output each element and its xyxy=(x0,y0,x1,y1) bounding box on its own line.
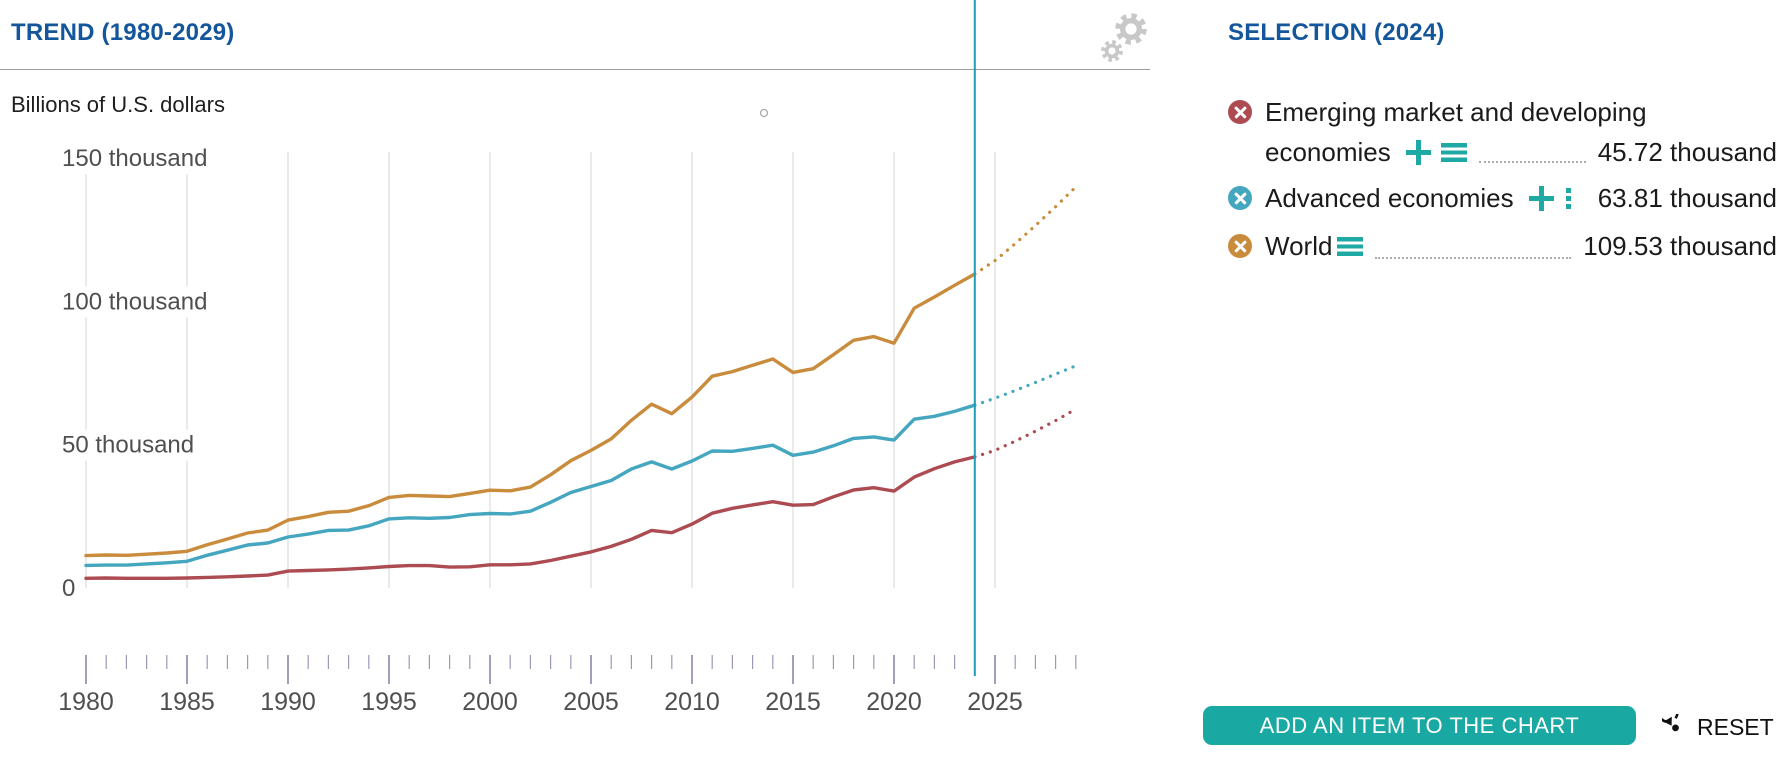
legend-label-line2: economies xyxy=(1265,137,1391,167)
y-tick-label: 0 xyxy=(62,575,75,602)
legend-item-world: World 109.53 thousand xyxy=(1228,224,1777,268)
x-tick-label: 2010 xyxy=(664,688,720,716)
series-value: 45.72 thousand xyxy=(1597,137,1777,167)
series-line xyxy=(84,403,977,568)
add-item-button[interactable]: ADD AN ITEM TO THE CHART xyxy=(1203,706,1636,745)
x-tick-label: 2000 xyxy=(462,688,518,716)
legend-item-advanced-economies: Advanced economies 63.81 thousand xyxy=(1228,176,1777,220)
remove-series-icon[interactable] xyxy=(1228,186,1252,210)
series-projection xyxy=(973,364,1078,407)
series-projection xyxy=(973,407,1078,459)
selection-panel-title: SELECTION (2024) xyxy=(1228,19,1445,46)
remove-series-icon[interactable] xyxy=(1228,234,1252,258)
x-tick-label: 2005 xyxy=(563,688,619,716)
y-tick-label: 100 thousand xyxy=(62,288,207,315)
reset-button[interactable]: RESET xyxy=(1662,710,1774,744)
series-line xyxy=(84,272,977,558)
x-tick-label: 1985 xyxy=(159,688,215,716)
legend-item-content: Emerging market and developing economies… xyxy=(1265,92,1777,172)
series-options-icon[interactable] xyxy=(1337,236,1364,256)
reset-label: RESET xyxy=(1697,713,1774,740)
legend-label: World xyxy=(1265,231,1333,261)
x-tick-label: 1995 xyxy=(361,688,417,716)
x-tick-label: 1980 xyxy=(58,688,114,716)
legend-item-emerging-economies: Emerging market and developing economies… xyxy=(1228,92,1777,172)
dotted-leader xyxy=(1478,161,1586,163)
x-tick-label: 1990 xyxy=(260,688,316,716)
reset-circular-arrow-icon xyxy=(1662,713,1679,731)
series-more-icon[interactable] xyxy=(1565,187,1571,209)
remove-series-icon[interactable] xyxy=(1228,100,1252,124)
x-tick-label: 2025 xyxy=(967,688,1023,716)
chart-units-label: Billions of U.S. dollars xyxy=(11,92,225,117)
add-related-series-icon[interactable] xyxy=(1528,185,1554,211)
x-tick-label: 2020 xyxy=(866,688,922,716)
header-divider xyxy=(0,69,1150,70)
legend-label: Advanced economies xyxy=(1265,183,1514,213)
series-value: 109.53 thousand xyxy=(1583,231,1777,261)
y-tick-label: 150 thousand xyxy=(62,145,207,172)
series-options-icon[interactable] xyxy=(1440,142,1467,162)
series-projection xyxy=(973,185,1078,276)
dotted-leader xyxy=(1375,257,1572,259)
series-value: 63.81 thousand xyxy=(1597,183,1777,213)
legend-label-line1: Emerging market and developing xyxy=(1265,97,1647,127)
y-tick-label: 50 thousand xyxy=(62,432,194,459)
trend-panel-title: TREND (1980-2029) xyxy=(11,19,235,46)
x-tick-label: 2015 xyxy=(765,688,821,716)
add-related-series-icon[interactable] xyxy=(1405,139,1431,165)
series-line xyxy=(84,455,977,580)
gear-icon[interactable] xyxy=(1088,2,1158,68)
small-ring-marker xyxy=(759,108,769,118)
selection-legend: Emerging market and developing economies… xyxy=(1228,92,1777,268)
